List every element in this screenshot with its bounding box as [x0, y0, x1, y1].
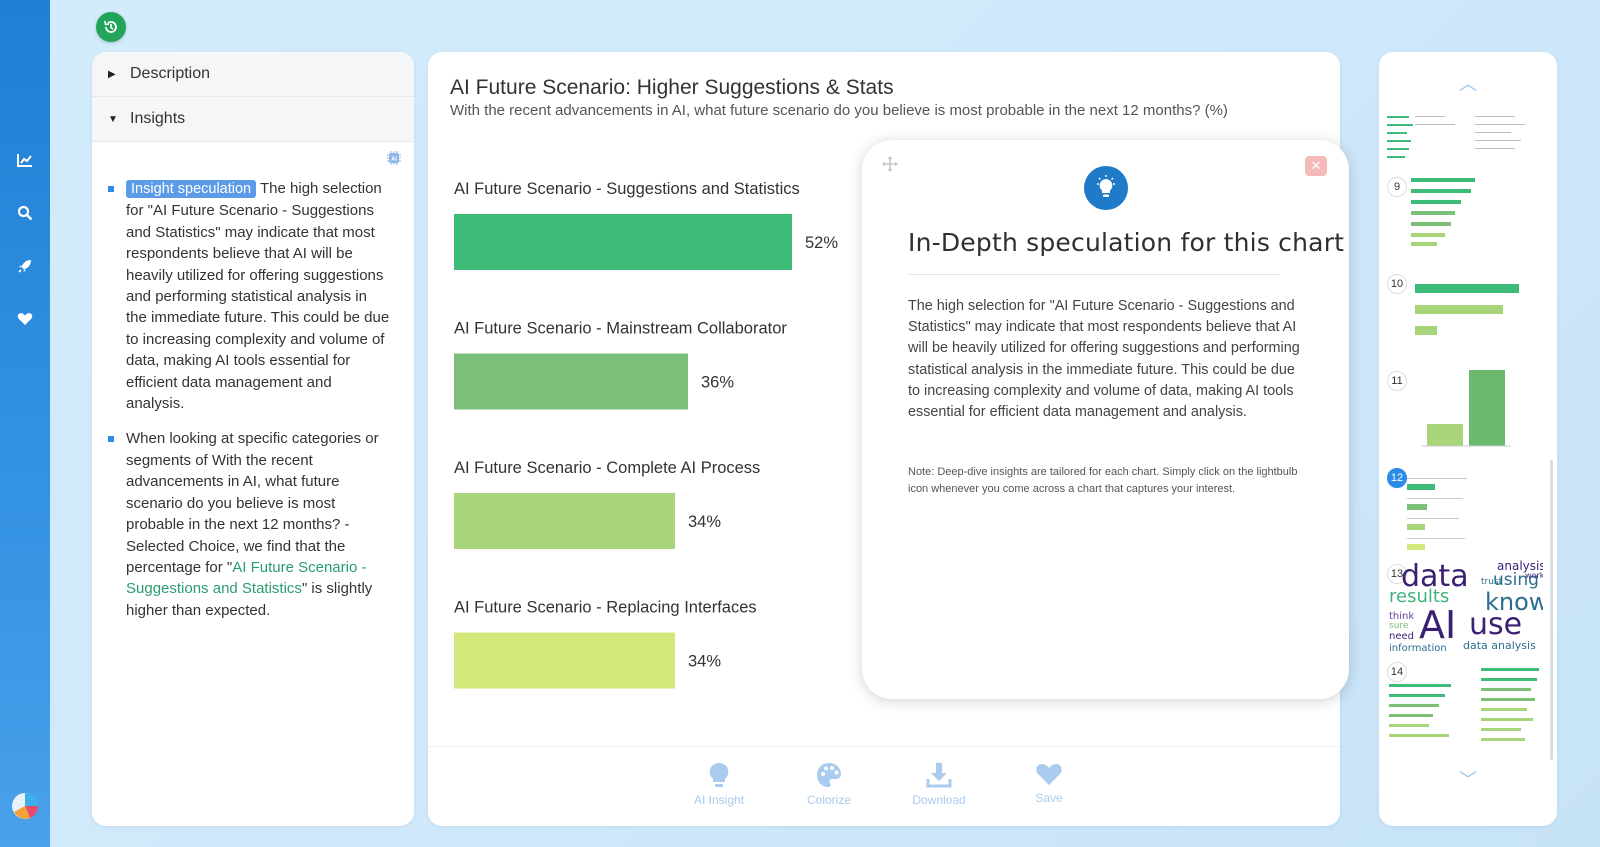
wordcloud-word: AI	[1419, 603, 1457, 647]
insight-speculation-tag[interactable]: Insight speculation	[126, 180, 257, 198]
popup-body: The high selection for "AI Future Scenar…	[908, 298, 1300, 421]
thumbnail-number[interactable]: 11	[1387, 371, 1407, 391]
thumbnail-chart[interactable]	[1385, 658, 1543, 748]
download-label: Download	[912, 793, 966, 807]
thumbnail-number[interactable]: 10	[1387, 274, 1407, 294]
thumbnail-number[interactable]: 13	[1387, 564, 1407, 584]
rocket-icon[interactable]	[15, 256, 35, 276]
wordcloud-word: use	[1469, 607, 1523, 642]
description-accordion[interactable]: ▶ Description	[92, 52, 414, 97]
chart-toolbar: AI Insight Colorize Download Save	[428, 746, 1340, 826]
wordcloud-thumbnail[interactable]: data AI use know results using analysis …	[1385, 558, 1543, 654]
bar-category-label: AI Future Scenario - Complete AI Process	[454, 459, 760, 477]
insights-panel: ▶ Description ▼ Insights AI Insight spec…	[92, 52, 414, 826]
thumbnail-panel: ︿ ﹀ 9 10 11 12 13 data AI use kn	[1379, 52, 1557, 826]
download-icon	[926, 763, 952, 788]
insight-item: Insight speculation The high selection f…	[108, 178, 390, 414]
description-label: Description	[130, 65, 211, 82]
bar-category-label: AI Future Scenario - Replacing Interface…	[454, 599, 757, 617]
chevron-up-icon[interactable]: ︿	[1459, 74, 1477, 94]
bar[interactable]	[454, 353, 688, 410]
caret-right-icon: ▶	[108, 68, 116, 80]
chart-title: AI Future Scenario: Higher Suggestions &…	[450, 76, 894, 99]
wordcloud-word: results	[1389, 586, 1450, 607]
history-button[interactable]	[96, 12, 126, 42]
bar-value-label: 52%	[805, 234, 838, 252]
close-button[interactable]: ✕	[1305, 156, 1327, 176]
save-label: Save	[1035, 791, 1063, 805]
colorize-button[interactable]: Colorize	[774, 747, 884, 826]
bar-category-label: AI Future Scenario - Mainstream Collabor…	[454, 320, 787, 338]
wordcloud-word: data analysis	[1463, 639, 1536, 652]
bar-category-label: AI Future Scenario - Suggestions and Sta…	[454, 180, 800, 198]
wordcloud-word: know	[1485, 588, 1543, 616]
chart-line-icon[interactable]	[15, 150, 35, 170]
nav-rail	[0, 0, 50, 847]
bar[interactable]	[454, 214, 792, 270]
divider	[908, 274, 1280, 275]
thumbnail-chart[interactable]	[1385, 274, 1543, 344]
colorize-label: Colorize	[806, 793, 851, 807]
insights-body: AI Insight speculation The high selectio…	[92, 142, 414, 631]
chevron-down-icon[interactable]: ﹀	[1459, 770, 1477, 790]
insight-popup: ✕ In-Depth speculation for this chart Th…	[862, 140, 1349, 699]
bar[interactable]	[454, 493, 675, 549]
scrollbar[interactable]	[1550, 460, 1553, 760]
ai-insight-label: AI Insight	[693, 793, 745, 807]
insights-label: Insights	[130, 110, 186, 127]
palette-icon	[817, 763, 841, 787]
ai-insight-button[interactable]: AI Insight	[664, 747, 774, 826]
thumbnail-chart[interactable]	[1385, 352, 1543, 462]
search-icon[interactable]	[15, 203, 35, 223]
thumbnail-chart[interactable]	[1385, 462, 1543, 552]
thumbnail-number[interactable]: 14	[1387, 662, 1407, 682]
wordcloud-word: analysis	[1497, 559, 1543, 573]
wordcloud-word: trust	[1481, 577, 1503, 587]
insight-text: When looking at specific categories or s…	[126, 428, 390, 621]
popup-title: In-Depth speculation for this chart	[908, 228, 1345, 257]
bar-value-label: 34%	[688, 653, 721, 671]
caret-down-icon: ▼	[108, 113, 118, 125]
wordcloud-word: think	[1389, 611, 1415, 622]
download-button[interactable]: Download	[884, 747, 994, 826]
thumbnail-chart[interactable]	[1385, 170, 1543, 250]
wordcloud-word: work	[1525, 571, 1543, 580]
wordcloud-word: need	[1389, 631, 1414, 642]
chart-subtitle: With the recent advancements in AI, what…	[450, 102, 1228, 119]
thumbnail-chart[interactable]	[1385, 110, 1543, 162]
ai-chip-icon: AI	[387, 151, 401, 165]
heart-icon[interactable]	[15, 309, 35, 329]
heart-icon	[1036, 764, 1062, 785]
app-logo[interactable]	[10, 791, 40, 821]
wordcloud-word: using	[1493, 570, 1539, 590]
insight-1-text: The high selection for "AI Future Scenar…	[126, 180, 390, 413]
save-button[interactable]: Save	[994, 747, 1104, 826]
popup-note: Note: Deep-dive insights are tailored fo…	[908, 466, 1298, 495]
svg-text:AI: AI	[391, 157, 397, 163]
lightbulb-icon	[709, 762, 729, 787]
bar-value-label: 36%	[701, 374, 734, 392]
insights-accordion[interactable]: ▼ Insights	[92, 97, 414, 142]
insight-2-link[interactable]: AI Future Scenario - Suggestions and Sta…	[126, 558, 367, 598]
bar[interactable]	[454, 632, 675, 689]
insight-text: Insight speculation The high selection f…	[126, 178, 390, 414]
wordcloud-word: data	[1401, 559, 1469, 594]
bar-value-label: 34%	[688, 513, 721, 531]
bullet	[108, 436, 114, 443]
thumbnail-number-active[interactable]: 12	[1387, 468, 1407, 488]
history-icon	[104, 20, 117, 33]
thumbnail-number[interactable]: 9	[1387, 177, 1407, 197]
wordcloud-word: sure	[1389, 621, 1409, 631]
lightbulb-icon	[1084, 166, 1128, 210]
insight-2-tail: " is slightly higher than expected.	[126, 580, 373, 619]
bullet	[108, 186, 114, 192]
insight-2-text: When looking at specific categories or s…	[126, 430, 379, 576]
bar-chart: AI Future Scenario - Suggestions and Sta…	[454, 180, 838, 689]
move-icon[interactable]	[882, 156, 898, 172]
insight-item: When looking at specific categories or s…	[108, 428, 390, 621]
wordcloud-word: information	[1389, 643, 1447, 654]
